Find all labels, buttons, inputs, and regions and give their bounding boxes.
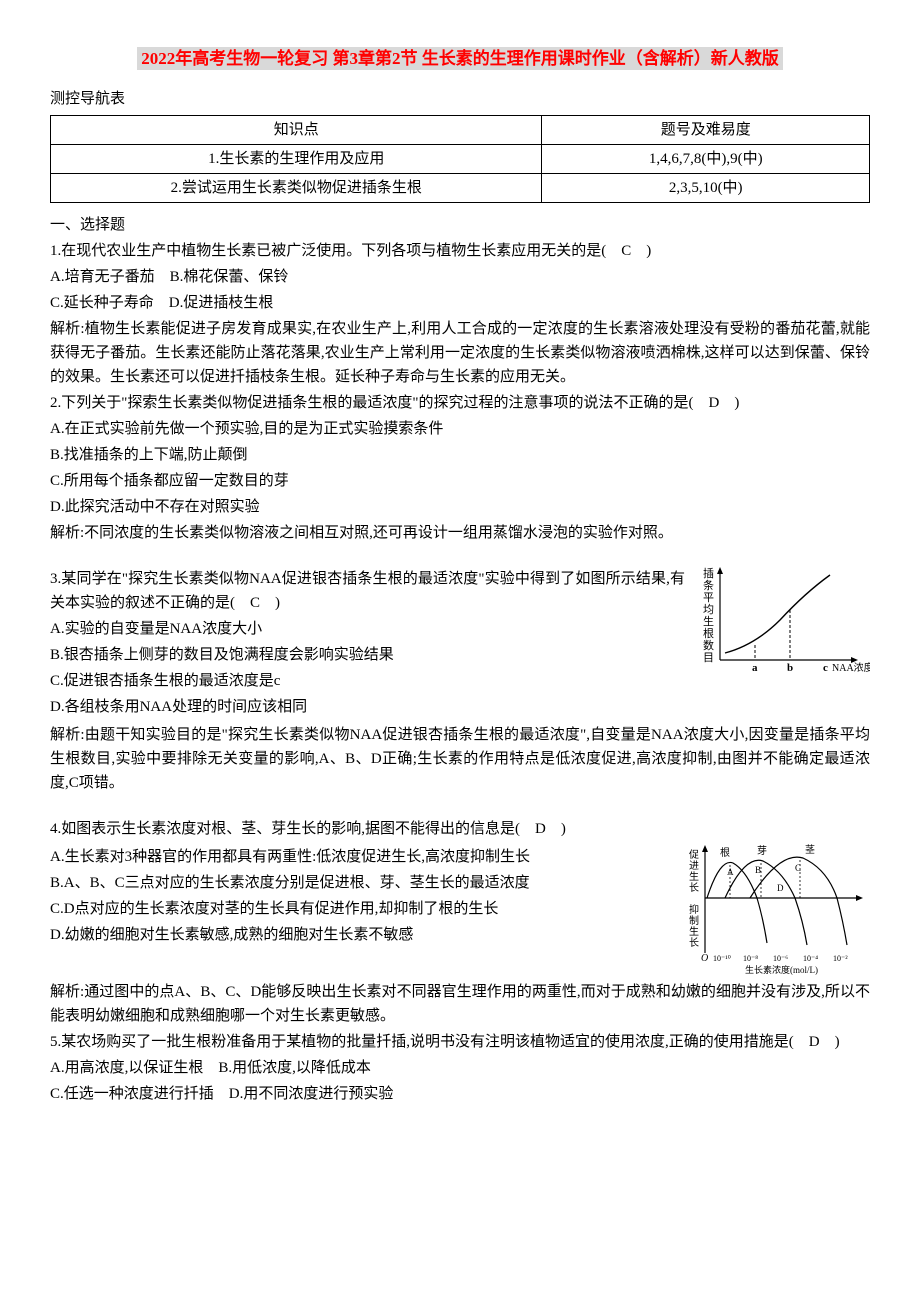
- ylabel-char: 插: [703, 566, 714, 580]
- q1-exp: 解析:植物生长素能促进子房发育成果实,在农业生产上,利用人工合成的一定浓度的生长…: [50, 317, 870, 389]
- yl1: 长: [689, 882, 699, 894]
- yl2: 制: [689, 914, 699, 927]
- xtick-a: a: [752, 662, 758, 674]
- spacer: [50, 797, 870, 815]
- cell: 1.生长素的生理作用及应用: [51, 145, 542, 174]
- ylabel-char: 均: [703, 603, 714, 616]
- xtick: 10⁻²: [833, 954, 848, 963]
- q4-opt: B.A、B、C三点对应的生长素浓度分别是促进根、芽、茎生长的最适浓度: [50, 871, 675, 895]
- yl1: 促: [689, 848, 699, 861]
- xtick: 10⁻¹⁰: [713, 954, 731, 963]
- label-root: 根: [720, 846, 730, 859]
- section-heading: 一、选择题: [50, 213, 870, 237]
- xlabel: NAA浓度: [832, 661, 870, 674]
- ylabel-char: 数: [703, 639, 714, 652]
- ylabel-char: 平: [703, 592, 714, 604]
- q4-chart: 促 进 生 长 抑 制 生 长 根 芽 茎 A B C D: [685, 843, 870, 978]
- q5-stem: 5.某农场购买了一批生根粉准备用于某植物的批量扦插,说明书没有注明该植物适宜的使…: [50, 1030, 870, 1054]
- yl1: 进: [689, 860, 699, 872]
- yl2: 生: [689, 925, 699, 938]
- q3-exp: 解析:由题干知实验目的是"探究生长素类似物NAA促进银杏插条生根的最适浓度",自…: [50, 723, 870, 795]
- q2-opt: C.所用每个插条都应留一定数目的芽: [50, 469, 870, 493]
- q3-opt: A.实验的自变量是NAA浓度大小: [50, 617, 685, 641]
- label-bud: 芽: [757, 844, 767, 857]
- col-questions: 题号及难易度: [542, 116, 870, 145]
- q4-stem: 4.如图表示生长素浓度对根、茎、芽生长的影响,据图不能得出的信息是( D ): [50, 817, 870, 841]
- col-knowledge: 知识点: [51, 116, 542, 145]
- q4-opt: D.幼嫩的细胞对生长素敏感,成熟的细胞对生长素不敏感: [50, 923, 675, 947]
- q1-opt: A.培育无子番茄 B.棉花保蕾、保铃: [50, 265, 870, 289]
- q1-stem: 1.在现代农业生产中植物生长素已被广泛使用。下列各项与植物生长素应用无关的是( …: [50, 239, 870, 263]
- table-header-row: 知识点 题号及难易度: [51, 116, 870, 145]
- q1-opt: C.延长种子寿命 D.促进插枝生根: [50, 291, 870, 315]
- yl1: 生: [689, 870, 699, 883]
- xtick: 10⁻⁴: [803, 954, 818, 963]
- xtick-b: b: [787, 662, 793, 674]
- label-stem: 茎: [805, 844, 815, 856]
- ylabel-char: 生: [703, 614, 714, 628]
- q3-block: 3.某同学在"探究生长素类似物NAA促进银杏插条生根的最适浓度"实验中得到了如图…: [50, 565, 870, 721]
- cell: 1,4,6,7,8(中),9(中): [542, 145, 870, 174]
- q2-opt: A.在正式实验前先做一个预实验,目的是为正式实验摸索条件: [50, 417, 870, 441]
- cell: 2,3,5,10(中): [542, 174, 870, 203]
- nav-heading: 测控导航表: [50, 87, 870, 111]
- q3-opt: D.各组枝条用NAA处理的时间应该相同: [50, 695, 685, 719]
- q3-stem: 3.某同学在"探究生长素类似物NAA促进银杏插条生根的最适浓度"实验中得到了如图…: [50, 567, 685, 615]
- nav-table: 知识点 题号及难易度 1.生长素的生理作用及应用 1,4,6,7,8(中),9(…: [50, 115, 870, 203]
- q4-opt: A.生长素对3种器官的作用都具有两重性:低浓度促进生长,高浓度抑制生长: [50, 845, 675, 869]
- ylabel-char: 根: [703, 626, 714, 640]
- pt-A: A: [727, 867, 734, 877]
- table-row: 2.尝试运用生长素类似物促进插条生根 2,3,5,10(中): [51, 174, 870, 203]
- ylabel-char: 条: [703, 578, 714, 592]
- xtick: 10⁻⁸: [743, 954, 758, 963]
- xlabel: 生长素浓度(mol/L): [745, 964, 818, 975]
- yl2: 抑: [689, 904, 699, 916]
- doc-title: 2022年高考生物一轮复习 第3章第2节 生长素的生理作用课时作业（含解析）新人…: [137, 47, 783, 70]
- q3-opt: B.银杏插条上侧芽的数目及饱满程度会影响实验结果: [50, 643, 685, 667]
- q2-opt: B.找准插条的上下端,防止颠倒: [50, 443, 870, 467]
- xtick: 10⁻⁶: [773, 954, 788, 963]
- q5-opt: A.用高浓度,以保证生根 B.用低浓度,以降低成本: [50, 1056, 870, 1080]
- q2-opt: D.此探究活动中不存在对照实验: [50, 495, 870, 519]
- doc-title-wrap: 2022年高考生物一轮复习 第3章第2节 生长素的生理作用课时作业（含解析）新人…: [50, 40, 870, 77]
- q3-opt: C.促进银杏插条生根的最适浓度是c: [50, 669, 685, 693]
- q5-opt: C.任选一种浓度进行扦插 D.用不同浓度进行预实验: [50, 1082, 870, 1106]
- spacer: [50, 547, 870, 565]
- yl2: 长: [689, 937, 699, 949]
- ylabel-char: 目: [703, 652, 714, 664]
- q2-exp: 解析:不同浓度的生长素类似物溶液之间相互对照,还可再设计一组用蒸馏水浸泡的实验作…: [50, 521, 870, 545]
- q3-chart: 插 条 平 均 生 根 数 目 a b c NAA浓度: [695, 565, 870, 685]
- pt-B: B: [755, 865, 761, 875]
- pt-D: D: [777, 883, 784, 893]
- q4-block: A.生长素对3种器官的作用都具有两重性:低浓度促进生长,高浓度抑制生长 B.A、…: [50, 843, 870, 978]
- origin: O: [701, 953, 708, 964]
- q4-exp: 解析:通过图中的点A、B、C、D能够反映出生长素对不同器官生理作用的两重性,而对…: [50, 980, 870, 1028]
- table-row: 1.生长素的生理作用及应用 1,4,6,7,8(中),9(中): [51, 145, 870, 174]
- q2-stem: 2.下列关于"探索生长素类似物促进插条生根的最适浓度"的探究过程的注意事项的说法…: [50, 391, 870, 415]
- q4-opt: C.D点对应的生长素浓度对茎的生长具有促进作用,却抑制了根的生长: [50, 897, 675, 921]
- xtick-c: c: [823, 662, 828, 674]
- cell: 2.尝试运用生长素类似物促进插条生根: [51, 174, 542, 203]
